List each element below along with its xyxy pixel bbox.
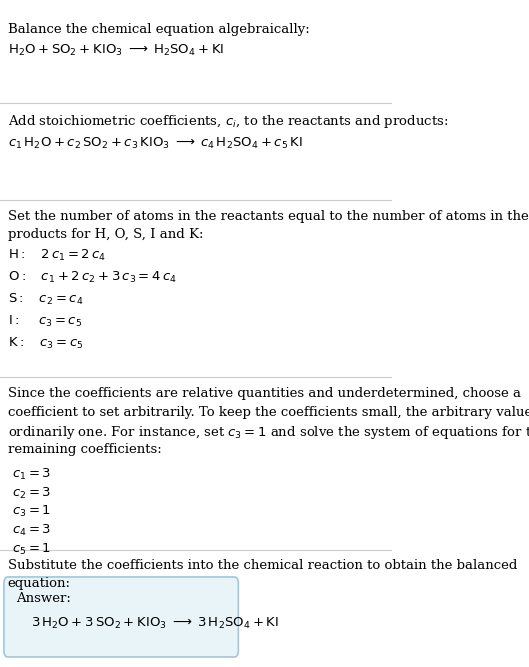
- Text: products for H, O, S, I and K:: products for H, O, S, I and K:: [8, 228, 203, 241]
- Text: Substitute the coefficients into the chemical reaction to obtain the balanced: Substitute the coefficients into the che…: [8, 559, 517, 572]
- Text: $\mathrm{K:}\quad c_3 = c_5$: $\mathrm{K:}\quad c_3 = c_5$: [8, 336, 83, 352]
- Text: Since the coefficients are relative quantities and underdetermined, choose a: Since the coefficients are relative quan…: [8, 387, 521, 400]
- Text: $c_1\,\mathrm{H_2O} + c_2\,\mathrm{SO_2} + c_3\,\mathrm{KIO_3} \;\longrightarrow: $c_1\,\mathrm{H_2O} + c_2\,\mathrm{SO_2}…: [8, 135, 303, 151]
- Text: $3\,\mathrm{H_2O} + 3\,\mathrm{SO_2} + \mathrm{KIO_3} \;\longrightarrow\; 3\,\ma: $3\,\mathrm{H_2O} + 3\,\mathrm{SO_2} + \…: [31, 616, 279, 631]
- Text: equation:: equation:: [8, 577, 71, 590]
- FancyBboxPatch shape: [4, 577, 239, 657]
- Text: Add stoichiometric coefficients, $c_i$, to the reactants and products:: Add stoichiometric coefficients, $c_i$, …: [8, 113, 448, 130]
- Text: $\mathrm{H:}\quad 2\,c_1 = 2\,c_4$: $\mathrm{H:}\quad 2\,c_1 = 2\,c_4$: [8, 248, 106, 263]
- Text: $\mathrm{O:}\quad c_1 + 2\,c_2 + 3\,c_3 = 4\,c_4$: $\mathrm{O:}\quad c_1 + 2\,c_2 + 3\,c_3 …: [8, 270, 177, 285]
- Text: $c_4 = 3$: $c_4 = 3$: [12, 523, 51, 538]
- Text: $\mathrm{H_2O + SO_2 + KIO_3 \;\longrightarrow\; H_2SO_4 + KI}$: $\mathrm{H_2O + SO_2 + KIO_3 \;\longrigh…: [8, 43, 224, 59]
- Text: ordinarily one. For instance, set $c_3 = 1$ and solve the system of equations fo: ordinarily one. For instance, set $c_3 =…: [8, 424, 529, 441]
- Text: Set the number of atoms in the reactants equal to the number of atoms in the: Set the number of atoms in the reactants…: [8, 210, 528, 223]
- Text: coefficient to set arbitrarily. To keep the coefficients small, the arbitrary va: coefficient to set arbitrarily. To keep …: [8, 406, 529, 418]
- Text: $c_3 = 1$: $c_3 = 1$: [12, 504, 51, 520]
- Text: $\mathrm{S:}\quad c_2 = c_4$: $\mathrm{S:}\quad c_2 = c_4$: [8, 292, 83, 307]
- Text: $c_1 = 3$: $c_1 = 3$: [12, 467, 51, 482]
- Text: $\mathrm{I:}\quad\; c_3 = c_5$: $\mathrm{I:}\quad\; c_3 = c_5$: [8, 314, 82, 329]
- Text: $c_2 = 3$: $c_2 = 3$: [12, 486, 51, 501]
- Text: Answer:: Answer:: [16, 592, 70, 604]
- Text: remaining coefficients:: remaining coefficients:: [8, 443, 161, 456]
- Text: Balance the chemical equation algebraically:: Balance the chemical equation algebraica…: [8, 23, 309, 36]
- Text: $c_5 = 1$: $c_5 = 1$: [12, 542, 51, 557]
